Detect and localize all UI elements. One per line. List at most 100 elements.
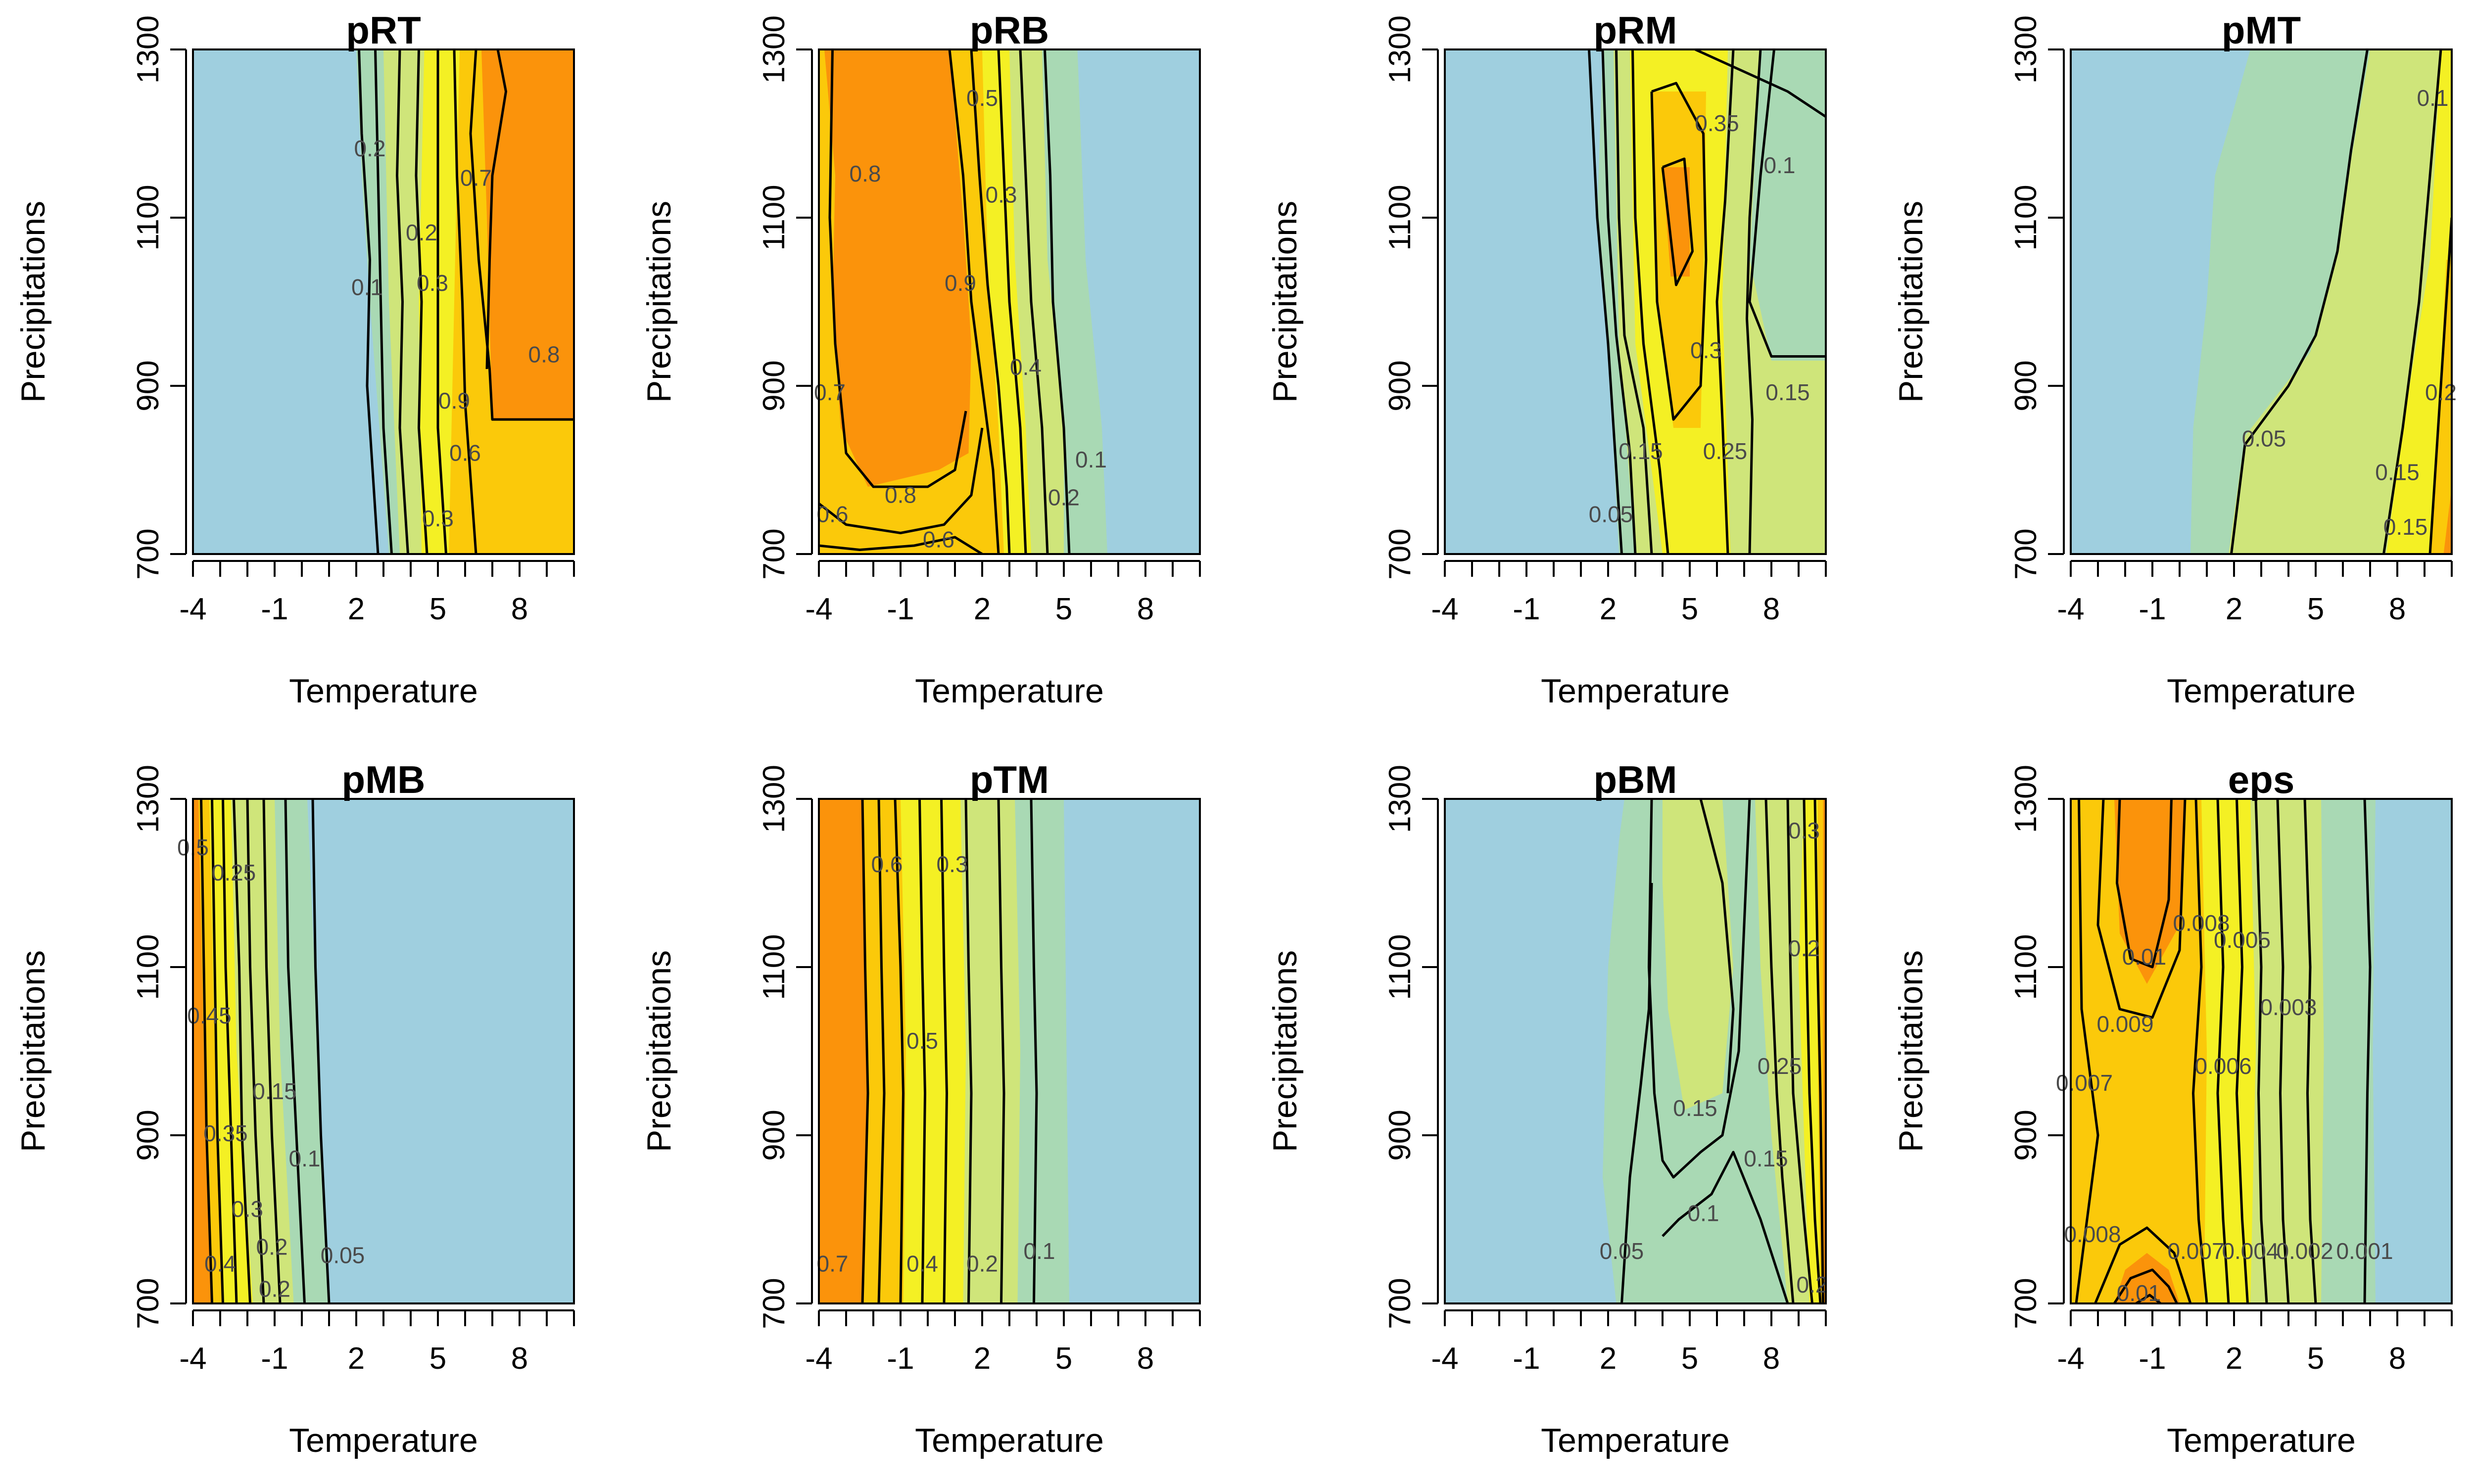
contour-line <box>1620 882 1653 1303</box>
y-axis: 700 900 1100 1300 <box>2009 765 2065 1329</box>
contour-label: 0.2 <box>406 220 437 245</box>
contour-line <box>485 49 507 370</box>
contour-line <box>828 49 967 488</box>
x-axis: -4 -1 2 5 8 <box>805 560 1201 626</box>
contour-line <box>2363 799 2372 1303</box>
x-axis-label: Temperature <box>915 672 1104 710</box>
contour-label: 0.1 <box>2417 85 2449 111</box>
contour-line <box>1588 49 1623 554</box>
contour-line <box>453 49 477 554</box>
contour-line <box>819 427 984 534</box>
y-tick-label: 700 <box>131 1278 165 1329</box>
x-axis: -4 -1 2 5 8 <box>179 560 575 626</box>
contour-line <box>374 49 393 554</box>
panel-title: pBM <box>1594 758 1677 801</box>
x-tick-label: -1 <box>1513 1342 1540 1376</box>
contour-label: 0.002 <box>2276 1238 2333 1264</box>
contour-line <box>2382 49 2442 554</box>
contour-label: 0.6 <box>923 527 954 553</box>
contour-label: 0.25 <box>212 860 256 885</box>
x-axis-label: Temperature <box>1541 1422 1730 1459</box>
contour-lines <box>358 49 574 554</box>
contour-line <box>2096 799 2187 1019</box>
level-region <box>1663 167 1690 277</box>
level-region <box>2114 1253 2180 1303</box>
x-axis: -4 -1 2 5 8 <box>805 1309 1201 1376</box>
contour-label: 0.3 <box>417 270 448 296</box>
y-tick-label: 1300 <box>1383 15 1417 84</box>
contour-label: 0.2 <box>966 1251 998 1277</box>
x-tick-label: -1 <box>2139 1342 2166 1376</box>
contour-label: 0.05 <box>1589 502 1633 527</box>
x-tick-label: -1 <box>887 592 914 626</box>
filled-regions <box>2071 49 2452 554</box>
contour-label: 0.9 <box>438 388 470 414</box>
x-tick-label: 2 <box>974 1342 991 1376</box>
contour-label: 0.3 <box>1690 337 1722 363</box>
contour-line <box>2428 217 2452 554</box>
x-tick-label: -4 <box>1431 592 1458 626</box>
x-tick-label: 5 <box>2307 592 2324 626</box>
contour-line <box>1803 799 1822 1303</box>
contour-line <box>1694 49 1826 118</box>
y-axis: 700 900 1100 1300 <box>757 765 813 1329</box>
y-axis: 700 900 1100 1300 <box>131 765 187 1329</box>
contour-line <box>1615 49 1653 554</box>
y-tick-label: 700 <box>757 528 791 579</box>
x-tick-label: 5 <box>1055 592 1072 626</box>
x-tick-label: 2 <box>348 592 365 626</box>
contour-label: 0.005 <box>2214 927 2271 953</box>
contour-line <box>284 799 306 1303</box>
y-axis: 700 900 1100 1300 <box>2009 15 2065 580</box>
contour-line <box>1715 49 1735 554</box>
y-tick-label: 700 <box>2009 528 2043 579</box>
plot-frame <box>2070 48 2453 555</box>
contour-label: 0.001 <box>2336 1238 2393 1264</box>
contour-line <box>2113 1268 2178 1303</box>
contour-label: 0.4 <box>204 1251 236 1277</box>
contour-line <box>233 799 251 1303</box>
contour-line <box>1662 1151 1789 1303</box>
level-region <box>1663 799 1733 1110</box>
contour-label: 0.003 <box>2260 994 2317 1020</box>
panel-title: pRT <box>346 8 421 52</box>
panel-pMB: 0.50.250.450.150.350.10.30.20.40.20.05-4… <box>14 758 575 1459</box>
contour-line <box>2230 49 2369 554</box>
x-axis-label: Temperature <box>2167 1422 2356 1459</box>
contour-label: 0.5 <box>966 85 998 111</box>
x-tick-label: 2 <box>348 1342 365 1376</box>
x-axis-label: Temperature <box>1541 672 1730 710</box>
panel-pTM: 0.6 0.3 0.5 0.7 0.4 0.2 0.1 -4 -1 2 5 8 700 900 1100 13… <box>640 758 1201 1459</box>
x-tick-label: -1 <box>887 1342 914 1376</box>
contour-label: 0.2 <box>256 1234 288 1260</box>
contour-lines <box>861 799 1038 1303</box>
filled-regions <box>819 799 1200 1303</box>
y-tick-label: 1300 <box>131 765 165 833</box>
contour-line <box>2254 799 2268 1303</box>
contour-line <box>819 536 983 554</box>
contour-label: 0.4 <box>1010 354 1042 380</box>
y-tick-label: 1100 <box>757 934 791 1000</box>
panel-title: pTM <box>970 758 1049 801</box>
x-tick-label: 8 <box>511 592 528 626</box>
contour-line <box>2236 799 2249 1303</box>
contour-line <box>2276 799 2290 1303</box>
y-tick-label: 900 <box>131 360 165 411</box>
plot-frame <box>818 798 1201 1304</box>
x-tick-label: 2 <box>974 592 991 626</box>
contour-label: 0.3 <box>422 506 454 531</box>
y-tick-label: 1100 <box>2009 934 2043 1000</box>
x-axis: -4 -1 2 5 8 <box>179 1309 575 1376</box>
contour-label: 0.8 <box>528 342 560 368</box>
x-tick-label: 5 <box>1055 1342 1072 1376</box>
level-region <box>824 49 971 487</box>
x-axis-label: Temperature <box>2167 672 2356 710</box>
filled-regions <box>1445 49 1826 554</box>
y-tick-label: 900 <box>2009 360 2043 411</box>
plot-frame <box>818 48 1201 555</box>
x-tick-label: -4 <box>179 1342 206 1376</box>
x-tick-label: -4 <box>2057 592 2084 626</box>
contour-line <box>918 799 926 1303</box>
contour-label: 0.008 <box>2064 1221 2121 1247</box>
contour-lines <box>200 799 331 1303</box>
